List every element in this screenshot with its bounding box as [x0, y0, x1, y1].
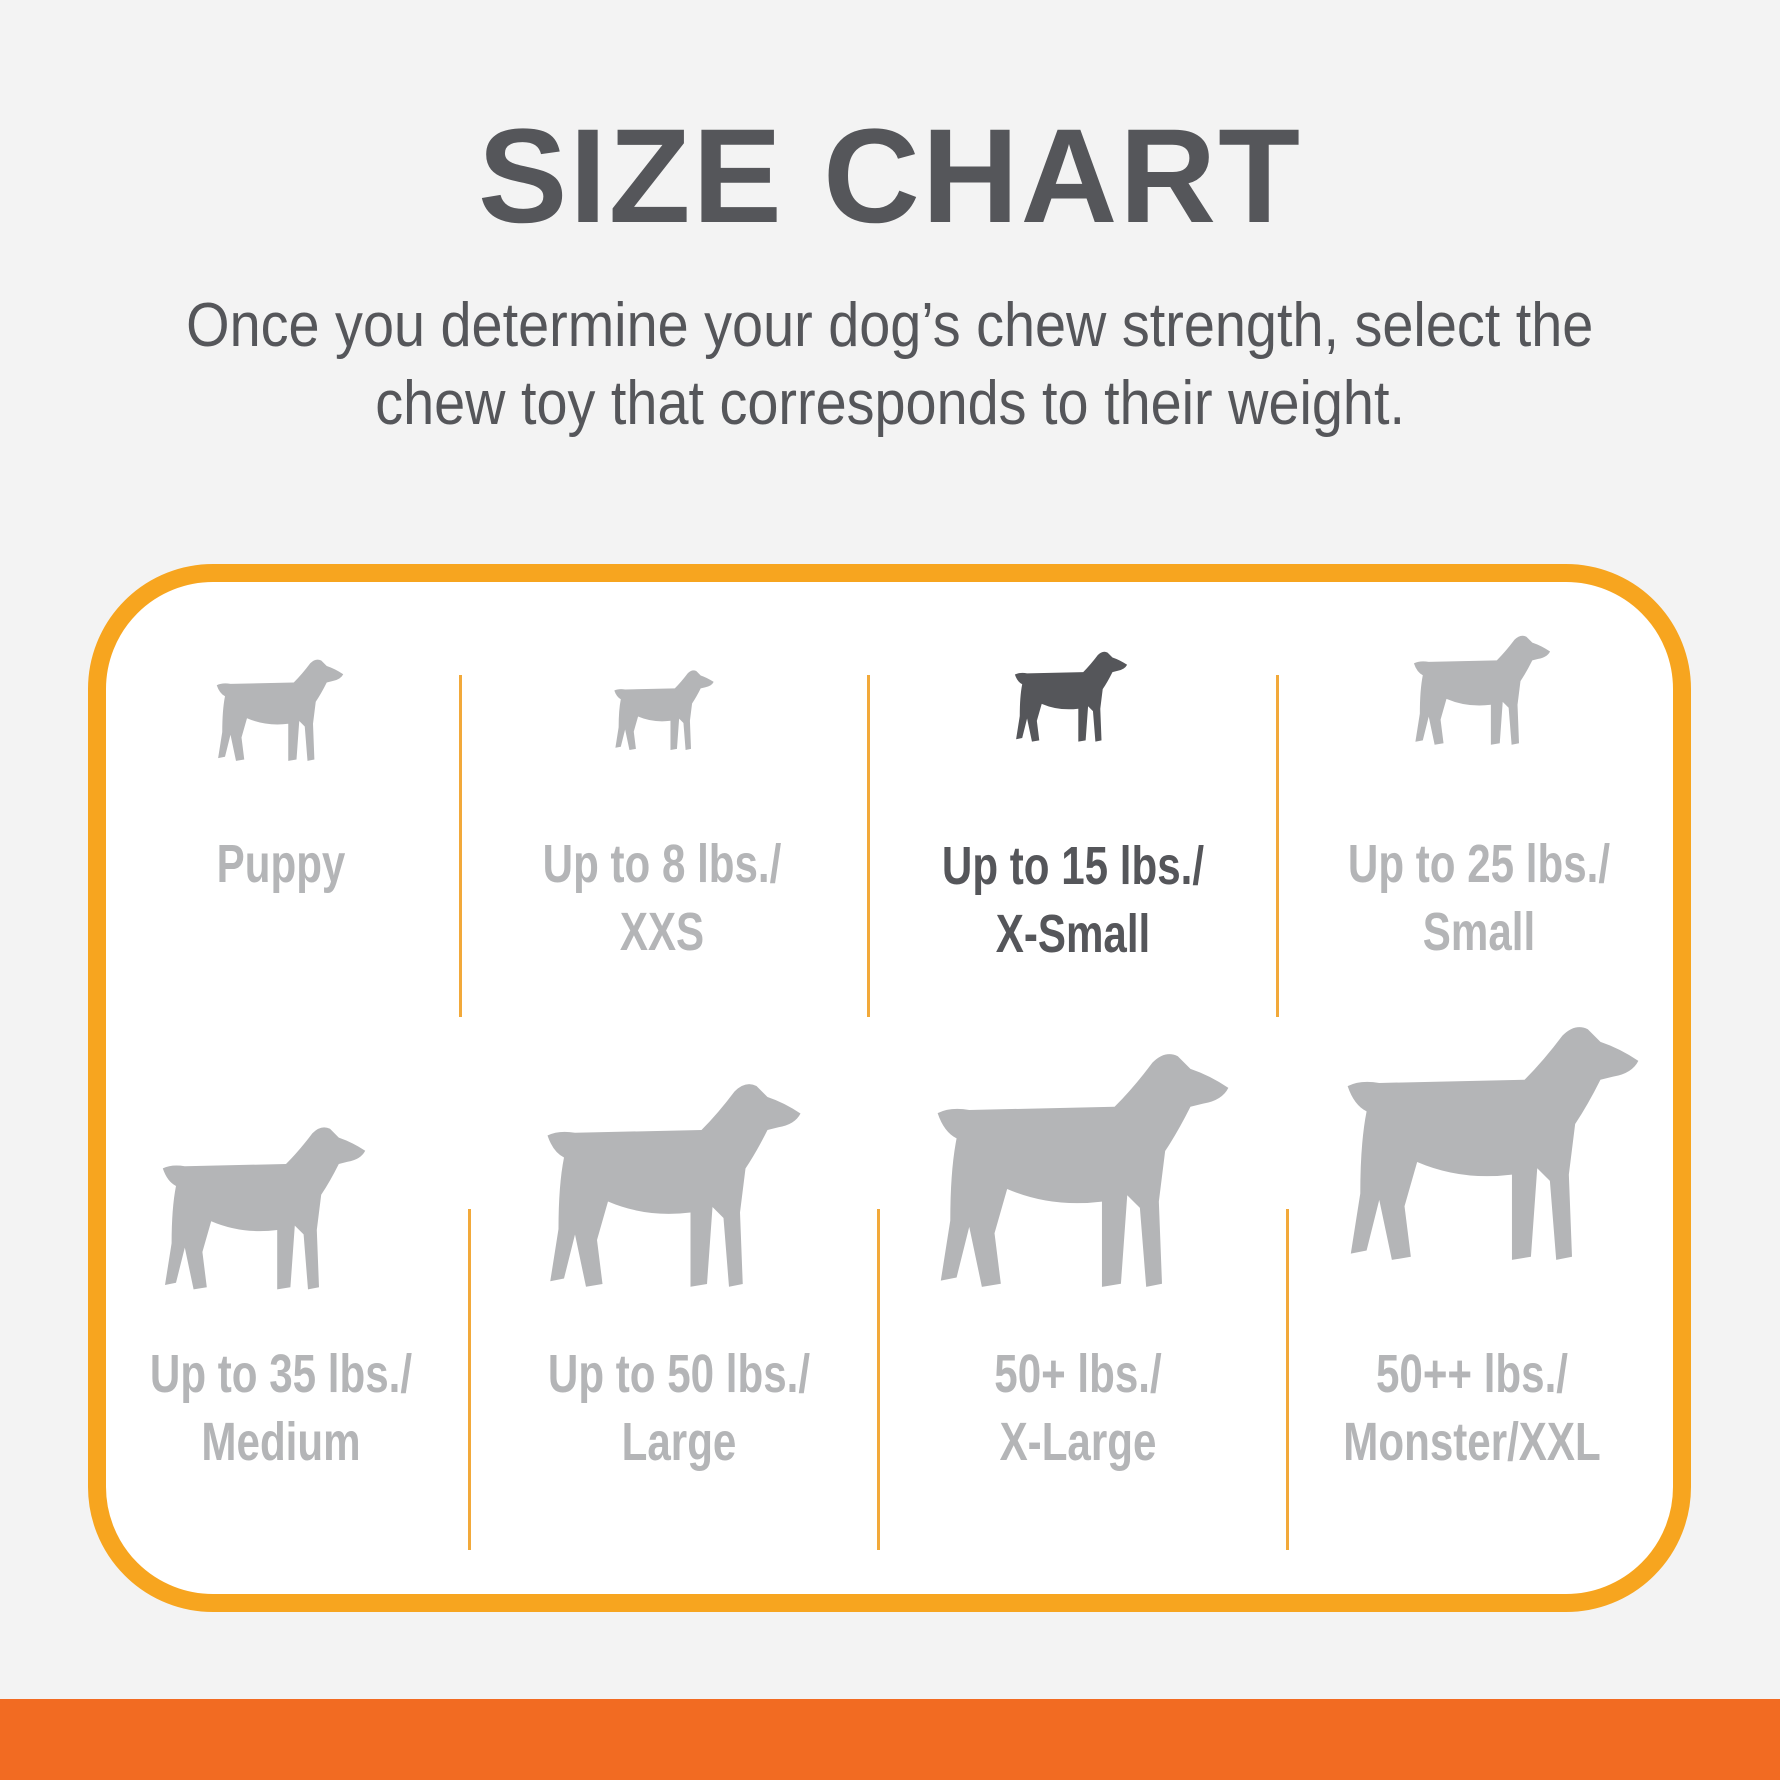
subtitle-text: Once you determine your dog’s chew stren… — [186, 291, 1594, 360]
divider — [877, 1209, 880, 1550]
labrador-icon — [547, 1084, 801, 1287]
size-label-monster: 50++ lbs./ Monster/XXL — [1272, 1340, 1672, 1476]
label-line: Puppy — [216, 834, 346, 894]
label-line: Up to 8 lbs./ — [542, 834, 782, 894]
page-title: SIZE CHART — [478, 102, 1302, 251]
label-line: Medium — [201, 1412, 361, 1472]
label-line: Monster/XXL — [1343, 1412, 1601, 1472]
size-label-medium: Up to 35 lbs./ Medium — [81, 1340, 481, 1476]
label-line: Small — [1422, 902, 1536, 962]
puppy-icon — [216, 659, 344, 761]
bottom-orange-band — [0, 1699, 1780, 1780]
divider — [459, 675, 462, 1017]
small-terrier-icon — [1014, 651, 1128, 742]
label-line: Up to 15 lbs./ — [941, 836, 1205, 896]
divider — [468, 1209, 471, 1550]
size-label-x-large: 50+ lbs./ X-Large — [878, 1340, 1278, 1476]
size-label-xxs: Up to 8 lbs./ XXS — [462, 830, 862, 966]
yorkie-icon — [1413, 635, 1551, 745]
label-line: X-Large — [999, 1412, 1157, 1472]
label-line: 50++ lbs./ — [1375, 1344, 1569, 1404]
label-line: X-Small — [995, 904, 1151, 964]
shepherd-icon — [937, 1054, 1229, 1287]
label-line: Large — [621, 1412, 737, 1472]
size-label-large: Up to 50 lbs./ Large — [479, 1340, 879, 1476]
divider — [1286, 1209, 1289, 1550]
beagle-icon — [162, 1127, 366, 1290]
size-label-puppy: Puppy — [81, 830, 481, 898]
label-line: Up to 35 lbs./ — [149, 1344, 413, 1404]
divider — [1276, 675, 1279, 1017]
divider — [867, 675, 870, 1017]
subtitle-line-2: chew toy that corresponds to their weigh… — [0, 368, 1780, 439]
label-line: Up to 25 lbs./ — [1347, 834, 1611, 894]
size-label-x-small: Up to 15 lbs./ X-Small — [873, 832, 1273, 968]
label-line: Up to 50 lbs./ — [547, 1344, 811, 1404]
subtitle-line-1: Once you determine your dog’s chew stren… — [0, 290, 1780, 361]
great-dane-icon — [1347, 1027, 1639, 1260]
label-line: 50+ lbs./ — [994, 1344, 1162, 1404]
chihuahua-icon — [614, 670, 714, 750]
label-line: XXS — [619, 902, 705, 962]
subtitle-text: chew toy that corresponds to their weigh… — [375, 369, 1405, 438]
size-label-small: Up to 25 lbs./ Small — [1279, 830, 1679, 966]
